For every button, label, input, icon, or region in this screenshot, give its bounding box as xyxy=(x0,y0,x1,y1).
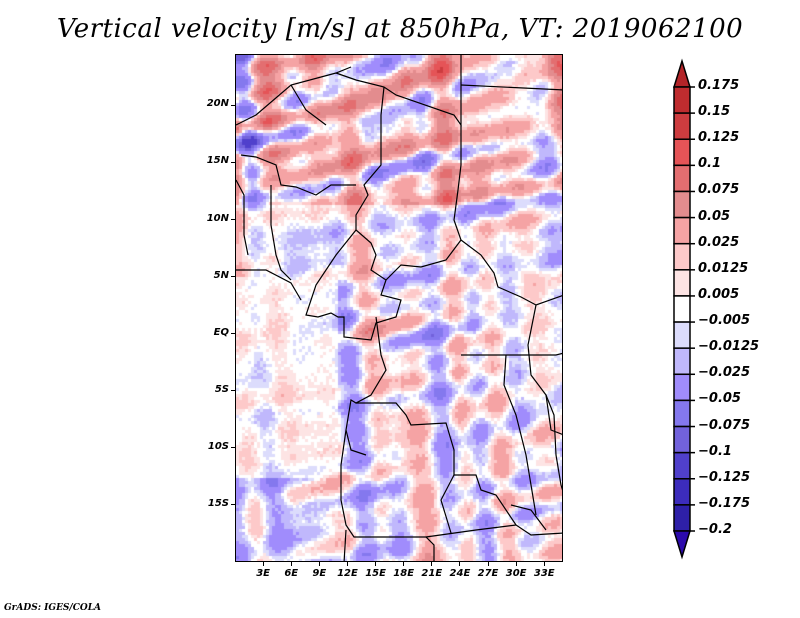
grads-credit: GrADS: IGES/COLA xyxy=(4,603,102,613)
y-tick-label: 5N xyxy=(213,269,229,281)
colorbar-box xyxy=(673,242,691,271)
colorbar-box xyxy=(673,164,691,193)
colorbar-label: 0.005 xyxy=(698,286,740,302)
border-line xyxy=(527,304,562,435)
colorbar-label: −0.125 xyxy=(698,469,751,485)
y-tick-mark xyxy=(231,333,235,335)
colorbar-label: −0.075 xyxy=(698,417,751,433)
y-tick-label: 5S xyxy=(214,383,229,395)
x-tick-label: 18E xyxy=(393,568,415,579)
y-tick-label: 10S xyxy=(207,440,229,452)
x-tick-label: 12E xyxy=(337,568,358,579)
border-line xyxy=(355,86,462,281)
y-tick-mark xyxy=(231,219,235,221)
border-line xyxy=(503,354,537,516)
border-line xyxy=(461,352,562,356)
x-tick-mark xyxy=(487,562,489,566)
colorbar-box xyxy=(673,373,691,402)
colorbar-label: 0.075 xyxy=(698,182,740,198)
colorbar-label: 0.1 xyxy=(698,156,722,172)
x-tick-mark xyxy=(318,562,320,566)
x-tick-label: 30E xyxy=(505,568,527,579)
colorbar-label: 0.025 xyxy=(698,234,740,250)
x-tick-label: 9E xyxy=(312,568,327,579)
colorbar-label: −0.005 xyxy=(698,313,751,329)
y-tick-mark xyxy=(231,161,235,163)
border-line xyxy=(305,229,402,341)
x-tick-mark xyxy=(262,562,264,566)
border-line xyxy=(236,269,302,301)
colorbar-extend-min xyxy=(672,530,692,560)
x-tick-label: 24E xyxy=(449,568,471,579)
border-line xyxy=(240,154,356,196)
colorbar-box xyxy=(673,478,691,506)
country-borders xyxy=(236,55,562,561)
colorbar-box xyxy=(673,451,691,480)
x-tick-mark xyxy=(459,562,461,566)
colorbar-label: −0.0125 xyxy=(698,339,760,355)
colorbar-box xyxy=(673,190,691,219)
colorbar-label: −0.1 xyxy=(698,443,732,459)
y-tick-label: 10N xyxy=(206,212,229,224)
border-line xyxy=(343,529,347,561)
colorbar-label: −0.2 xyxy=(698,522,732,537)
border-line xyxy=(270,185,292,281)
colorbar-box xyxy=(673,347,691,376)
colorbar-box xyxy=(673,321,691,349)
y-tick-label: EQ xyxy=(213,326,229,338)
colorbar-box xyxy=(673,399,691,428)
colorbar-box xyxy=(673,216,691,245)
border-line xyxy=(510,504,547,531)
colorbar-label: 0.05 xyxy=(698,208,731,224)
colorbar-box xyxy=(673,269,691,297)
colorbar-extend-max xyxy=(672,58,692,88)
colorbar-label: −0.05 xyxy=(698,391,741,407)
border-line xyxy=(425,524,517,538)
y-tick-mark xyxy=(231,104,235,106)
colorbar-box xyxy=(673,425,691,454)
border-line xyxy=(236,179,249,256)
x-tick-mark xyxy=(403,562,405,566)
y-tick-mark xyxy=(231,447,235,449)
x-tick-mark xyxy=(346,562,348,566)
colorbar-box xyxy=(673,295,691,323)
y-tick-label: 15N xyxy=(206,155,229,167)
y-tick-mark xyxy=(231,390,235,392)
colorbar-label: 0.125 xyxy=(698,130,740,146)
x-tick-mark xyxy=(375,562,377,566)
x-tick-label: 15E xyxy=(365,568,386,579)
chart-title: Vertical velocity [m/s] at 850hPa, VT: 2… xyxy=(56,14,744,44)
border-line xyxy=(290,84,327,126)
x-tick-mark xyxy=(515,562,517,566)
x-tick-label: 33E xyxy=(533,568,555,579)
x-tick-label: 21E xyxy=(421,568,443,579)
colorbar-label: −0.175 xyxy=(698,495,751,511)
colorbar-box xyxy=(673,138,691,167)
border-line xyxy=(460,84,562,91)
colorbar-label: 0.175 xyxy=(698,78,740,93)
border-line xyxy=(440,474,455,534)
x-tick-mark xyxy=(290,562,292,566)
y-tick-mark xyxy=(231,276,235,278)
colorbar-label: 0.0125 xyxy=(698,260,749,276)
x-tick-mark xyxy=(431,562,433,566)
y-tick-label: 15S xyxy=(207,497,229,509)
colorbar-label: −0.025 xyxy=(698,365,751,381)
border-line xyxy=(545,394,562,491)
x-tick-label: 6E xyxy=(284,568,299,579)
colorbar-label: 0.15 xyxy=(698,104,731,120)
y-tick-mark xyxy=(231,504,235,506)
map-plot-area xyxy=(235,54,563,562)
border-line xyxy=(340,429,435,561)
x-tick-label: 27E xyxy=(477,568,499,579)
x-tick-label: 3E xyxy=(256,568,270,579)
x-tick-mark xyxy=(543,562,545,566)
colorbar-box xyxy=(673,112,691,140)
colorbar-box xyxy=(673,504,691,532)
y-tick-label: 20N xyxy=(206,98,229,110)
colorbar-box xyxy=(673,86,691,114)
